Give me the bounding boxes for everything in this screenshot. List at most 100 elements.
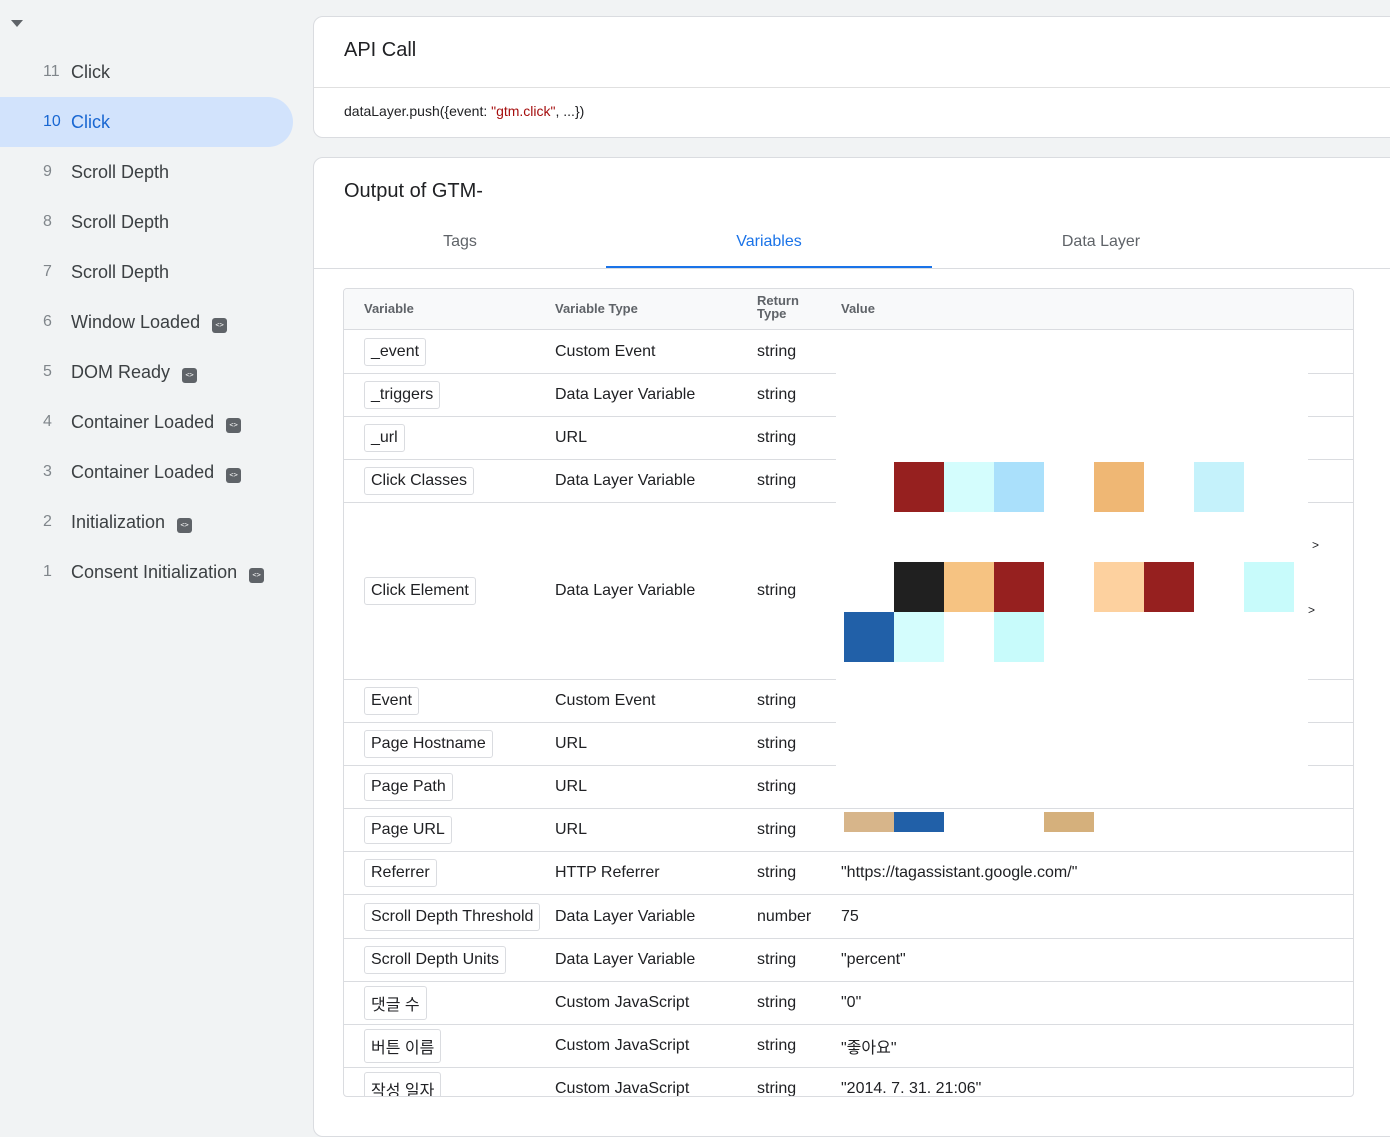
variable-value: "좋아요" — [841, 1040, 897, 1057]
table-row: Event Custom Event string — [344, 680, 1353, 723]
table-row: Click Element Data Layer Variable string — [344, 503, 1353, 680]
overflow-marker: > — [1308, 603, 1316, 617]
return-type: string — [757, 386, 797, 403]
variable-type: Data Layer Variable — [555, 472, 696, 489]
return-type: string — [757, 735, 797, 752]
redaction-block — [1094, 462, 1144, 512]
output-title: Output of GTM- — [344, 180, 483, 202]
variable-chip[interactable]: Page URL — [364, 816, 452, 844]
variable-value: 75 — [841, 907, 859, 925]
variable-type: Data Layer Variable — [555, 582, 696, 599]
output-tabs: Tags Variables Data Layer — [314, 228, 1390, 269]
variable-name: _event — [364, 337, 427, 366]
event-name: Scroll Depth — [71, 261, 170, 282]
event-number: 5 — [43, 363, 52, 380]
redaction-block — [894, 612, 944, 662]
variable-name: _triggers — [364, 381, 441, 409]
return-type: number — [757, 907, 812, 925]
event-name: Container Loaded — [71, 461, 215, 482]
code-icon: <> — [212, 317, 228, 333]
event-number: 7 — [43, 263, 52, 280]
return-type: string — [757, 994, 797, 1011]
variable-value: "0" — [841, 994, 862, 1011]
event-item[interactable]: 11 Click — [0, 47, 293, 97]
variable-chip[interactable]: 댓글 수 — [364, 986, 427, 1020]
event-item[interactable]: 1 Consent Initialization <> — [0, 547, 293, 597]
table-header: Variable Variable Type Return Type Value — [344, 289, 1353, 330]
redaction-block — [1094, 562, 1144, 612]
event-item[interactable]: 5 DOM Ready <> — [0, 347, 293, 397]
event-number: 10 — [43, 113, 61, 130]
redaction-block — [1194, 462, 1244, 512]
variable-chip[interactable]: Click Classes — [364, 467, 475, 495]
event-number: 9 — [43, 163, 52, 180]
event-name: Container Loaded — [71, 411, 215, 432]
variable-type: Data Layer Variable — [555, 951, 696, 968]
tab-data-layer[interactable]: Data Layer — [1061, 233, 1141, 250]
header-value: Value — [841, 301, 875, 316]
event-name: Click — [71, 61, 110, 82]
variable-name: 작성 일자 — [364, 1072, 442, 1096]
code-icon: <> — [177, 517, 193, 533]
redaction-block — [994, 562, 1044, 612]
variable-type: Custom JavaScript — [555, 1037, 690, 1054]
api-call-code: dataLayer.push({event: "gtm.click", ...}… — [344, 103, 584, 119]
code-icon: <> — [249, 567, 265, 583]
event-item[interactable]: 10 Click — [0, 97, 293, 147]
variable-type: Custom JavaScript — [555, 994, 690, 1011]
event-sidebar: 11 Click 10 Click 9 Scroll Depth 8 Scroll Depth… — [0, 0, 312, 1111]
variable-name: 댓글 수 — [364, 986, 427, 1020]
variable-chip[interactable]: _triggers — [364, 381, 441, 409]
table-row: 작성 일자 Custom JavaScript string "2014. 7. 31… — [344, 1068, 1353, 1097]
variable-value: "percent" — [841, 951, 906, 968]
variable-chip[interactable]: 버튼 이름 — [364, 1029, 442, 1063]
header-variable-type: Variable Type — [555, 301, 638, 316]
variable-name: Page URL — [364, 816, 452, 844]
event-item[interactable]: 9 Scroll Depth — [0, 147, 293, 197]
variable-type: Custom Event — [555, 342, 656, 360]
event-item[interactable]: 7 Scroll Depth — [0, 247, 293, 297]
redaction-block — [894, 562, 944, 612]
event-number: 4 — [43, 413, 52, 430]
return-type: string — [757, 429, 797, 446]
api-call-card: API Call dataLayer.push({event: "gtm.cli… — [313, 16, 1390, 138]
variable-chip[interactable]: Page Path — [364, 773, 453, 801]
event-item[interactable]: 6 Window Loaded <> — [0, 297, 293, 347]
tab-tags[interactable]: Tags — [443, 233, 477, 250]
variable-chip[interactable]: Scroll Depth Units — [364, 946, 507, 974]
variable-chip[interactable]: Click Element — [364, 577, 476, 605]
variable-chip[interactable]: Page Hostname — [364, 730, 493, 758]
variable-chip[interactable]: 작성 일자 — [364, 1072, 442, 1096]
code-icon: <> — [226, 417, 242, 433]
redaction-block — [944, 462, 994, 512]
variable-name: Event — [364, 687, 419, 715]
redacted-values — [836, 330, 1308, 832]
variable-value: "2014. 7. 31. 21:06" — [841, 1080, 982, 1097]
return-type: string — [757, 1080, 797, 1097]
event-name: Window Loaded — [71, 311, 201, 332]
variable-chip[interactable]: Scroll Depth Threshold — [364, 902, 541, 931]
return-type: string — [757, 342, 797, 360]
variable-chip[interactable]: _event — [364, 337, 427, 366]
table-row: 댓글 수 Custom JavaScript string "0" — [344, 982, 1353, 1025]
redaction-block — [944, 562, 994, 612]
event-list: 11 Click 10 Click 9 Scroll Depth 8 Scroll Depth… — [0, 47, 293, 597]
variable-chip[interactable]: _url — [364, 424, 405, 452]
variable-name: Scroll Depth Threshold — [364, 902, 541, 931]
variable-type: Data Layer Variable — [555, 386, 696, 403]
redaction-block — [994, 612, 1044, 662]
variable-chip[interactable]: Referrer — [364, 859, 437, 887]
event-item[interactable]: 4 Container Loaded <> — [0, 397, 293, 447]
variable-type: Custom JavaScript — [555, 1080, 690, 1097]
return-type: string — [757, 472, 797, 489]
code-prefix: dataLayer.push({event: — [344, 103, 492, 119]
variable-name: _url — [364, 424, 405, 452]
event-item[interactable]: 2 Initialization <> — [0, 497, 293, 547]
tab-variables[interactable]: Variables — [606, 228, 932, 268]
caret-down-icon[interactable] — [11, 20, 23, 27]
event-item[interactable]: 3 Container Loaded <> — [0, 447, 293, 497]
event-item[interactable]: 8 Scroll Depth — [0, 197, 293, 247]
variable-chip[interactable]: Event — [364, 687, 419, 715]
code-suffix: , ...}) — [555, 103, 585, 119]
variable-name: Page Hostname — [364, 730, 493, 758]
